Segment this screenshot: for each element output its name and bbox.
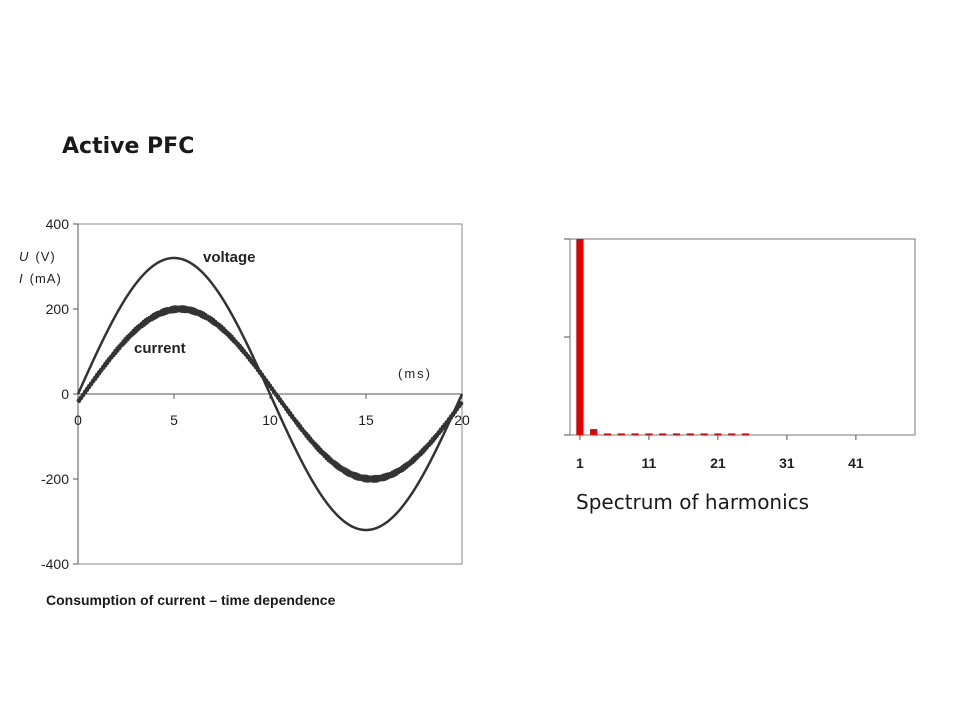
spectrum-x-tick-label: 41 [848, 455, 864, 471]
x-axis-unit-label: (ms) [398, 366, 432, 381]
x-tick-label: 15 [358, 412, 374, 428]
spectrum-x-tick-label: 11 [641, 455, 656, 471]
harmonic-bar [672, 433, 681, 436]
harmonic-bar [728, 433, 736, 436]
harmonic-bar [741, 433, 750, 436]
series-label-current: current [134, 340, 186, 357]
y-tick-label: -400 [41, 556, 69, 572]
series-current-line [76, 305, 464, 483]
harmonic-bar [700, 433, 708, 436]
spectrum-frame [569, 238, 916, 436]
harmonic-bar [590, 429, 598, 435]
y-tick-label: -200 [41, 471, 69, 487]
y-axis-var: I [19, 271, 24, 286]
y-tick-label: 400 [46, 216, 70, 232]
series-voltage-line [76, 256, 464, 532]
y-axis-unit: (V) [35, 249, 55, 264]
waveform-caption: Consumption of current – time dependence [46, 592, 336, 608]
y-axis-label: U (V) [19, 249, 56, 264]
y-axis-var: U [19, 249, 29, 264]
spectrum-x-tick-label: 31 [779, 455, 795, 471]
x-tick-label: 5 [170, 412, 178, 428]
harmonic-bar [659, 433, 667, 436]
spectrum-caption: Spectrum of harmonics [576, 490, 810, 514]
y-axis-unit: (mA) [30, 271, 62, 286]
harmonic-bar [686, 433, 694, 436]
x-tick-label: 0 [74, 412, 82, 428]
slide-title: Active PFC [62, 134, 195, 159]
harmonic-bar [645, 433, 653, 436]
x-tick-label: 20 [454, 412, 470, 428]
harmonic-bar [576, 239, 584, 435]
spectrum-x-tick-label: 1 [576, 455, 584, 471]
y-axis-label: I (mA) [19, 271, 62, 286]
harmonic-bar [603, 433, 612, 436]
series-label-voltage: voltage [203, 249, 256, 266]
harmonic-bar [631, 433, 639, 436]
y-tick-label: 200 [46, 301, 70, 317]
harmonic-bar [714, 433, 722, 436]
x-tick-label: 10 [262, 412, 278, 428]
spectrum-x-tick-label: 21 [710, 455, 726, 471]
harmonic-bar [617, 433, 625, 436]
y-tick-label: 0 [61, 386, 69, 402]
